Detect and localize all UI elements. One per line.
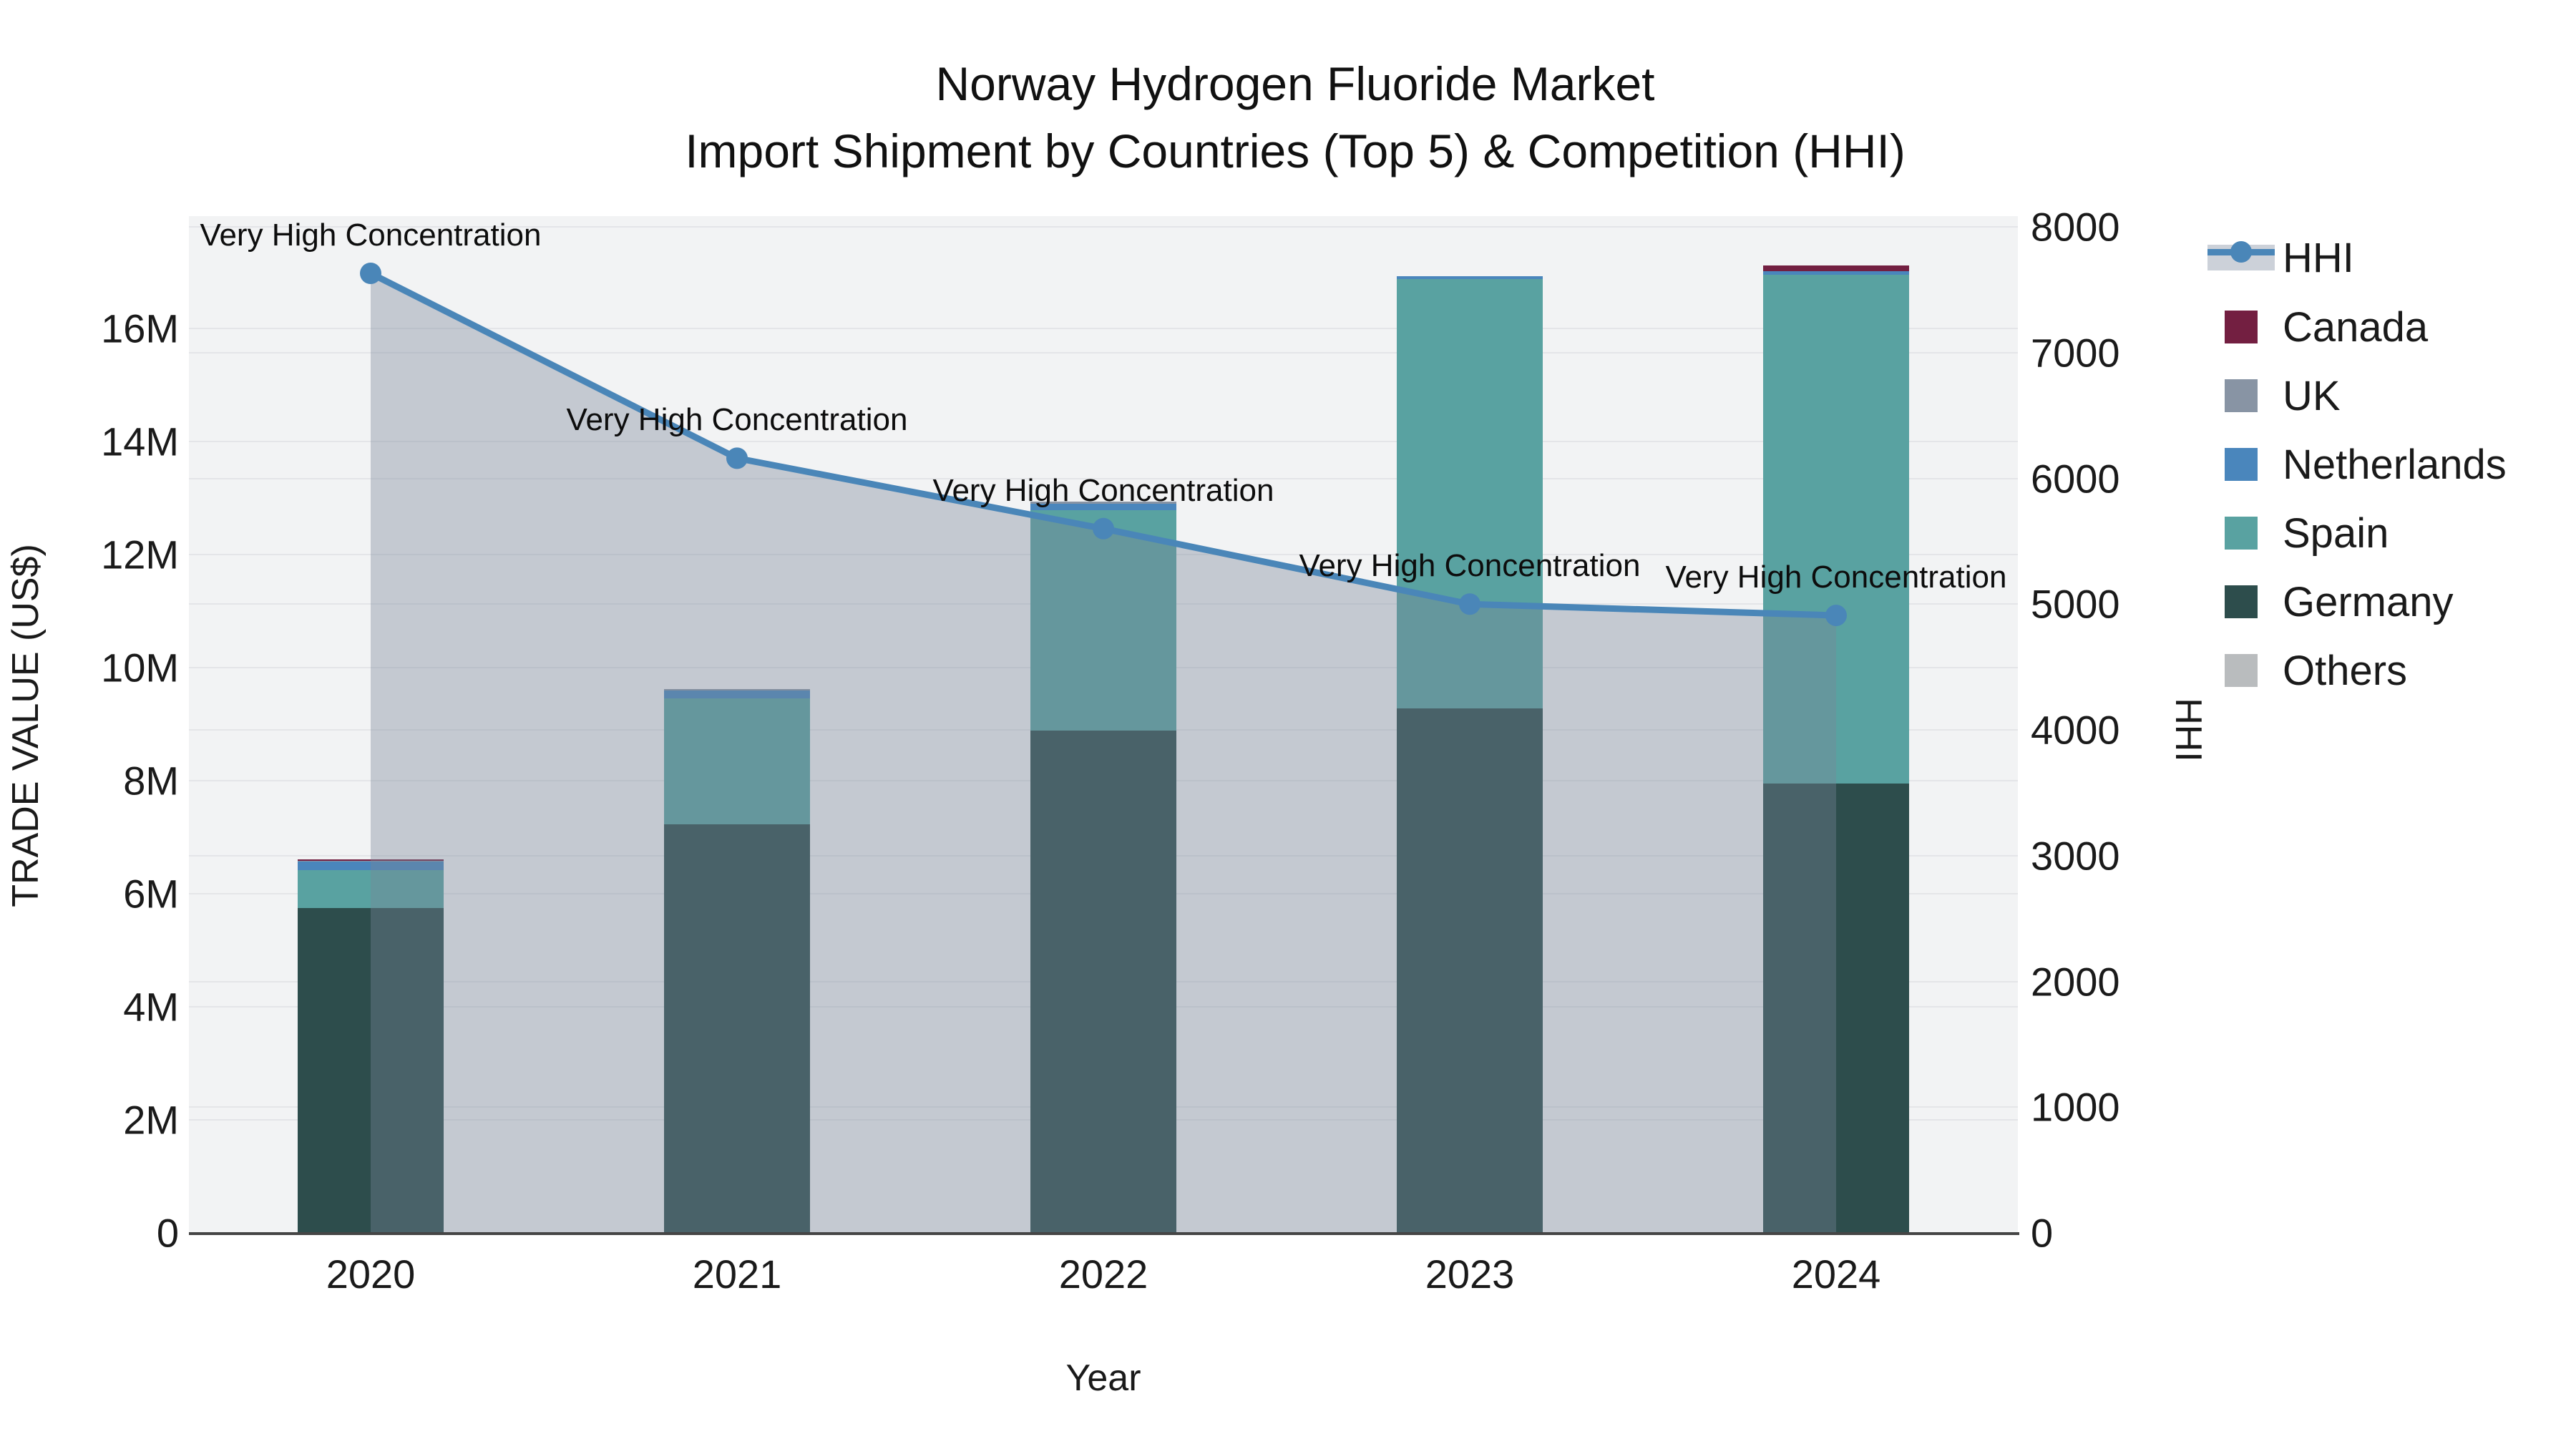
bar-segment-2024-canada (1763, 265, 1909, 272)
bar-segment-2023-germany (1397, 708, 1543, 1233)
legend-item-hhi: HHI (2205, 234, 2354, 281)
legend-swatch-uk (2225, 379, 2258, 412)
y-right-tick-5000: 5000 (2031, 581, 2120, 627)
hhi-area-fill (371, 273, 1836, 1233)
legend-swatch-others (2225, 654, 2258, 687)
annotation-2021: Very High Concentration (566, 402, 908, 438)
bar-segment-2020-canada (298, 859, 444, 862)
legend-label-germany: Germany (2283, 578, 2454, 625)
legend-hhi-line-icon (2207, 241, 2275, 270)
legend-hhi-marker-dot (2230, 241, 2252, 263)
y-right-tick-4000: 4000 (2031, 707, 2120, 753)
bar-segment-2021-netherlands (664, 690, 810, 698)
bar-segment-2024-spain (1763, 274, 1909, 784)
legend-item-spain: Spain (2205, 509, 2389, 557)
y-left-tick-2M: 2M (123, 1097, 179, 1143)
gridline-right-8000 (189, 226, 2018, 228)
y-axis-title-left: TRADE VALUE (US$) (5, 544, 47, 907)
y-left-tick-0: 0 (156, 1210, 179, 1256)
bar-segment-2024-germany (1763, 783, 1909, 1233)
gridline-left-14M (189, 441, 2018, 442)
legend-icon-cell-uk (2205, 379, 2277, 412)
y-right-tick-2000: 2000 (2031, 959, 2120, 1004)
bar-segment-2020-uk (298, 861, 444, 862)
chart-title: Norway Hydrogen Fluoride Market Import S… (7, 50, 2576, 185)
bar-segment-2020-netherlands (298, 861, 444, 870)
y-left-tick-4M: 4M (123, 984, 179, 1030)
y-right-tick-3000: 3000 (2031, 833, 2120, 879)
legend-icon-cell-spain (2205, 517, 2277, 550)
bar-segment-2022-netherlands (1030, 503, 1176, 510)
bar-segment-2022-germany (1030, 730, 1176, 1233)
bar-segment-2021-uk (664, 688, 810, 691)
hhi-marker-2024 (1825, 605, 1847, 627)
bar-segment-2022-spain (1030, 509, 1176, 731)
y-left-tick-16M: 16M (101, 306, 179, 351)
hhi-marker-2021 (726, 447, 748, 469)
legend-icon-cell-hhi (2205, 241, 2277, 270)
gridline-left-16M (189, 328, 2018, 329)
legend-swatch-netherlands (2225, 448, 2258, 481)
x-axis-line (189, 1232, 2019, 1235)
hhi-layer (360, 263, 1847, 1233)
hhi-marker-2023 (1459, 593, 1480, 615)
annotation-2024: Very High Concentration (1665, 560, 2007, 595)
gridline-right-7000 (189, 351, 2018, 353)
legend-swatch-canada (2225, 311, 2258, 343)
bar-segment-2021-germany (664, 824, 810, 1233)
legend-icon-cell-canada (2205, 311, 2277, 343)
bar-segment-2022-uk (1030, 501, 1176, 504)
annotation-2023: Very High Concentration (1299, 548, 1641, 584)
y-left-tick-10M: 10M (101, 645, 179, 691)
y-right-tick-7000: 7000 (2031, 330, 2120, 376)
annotation-2022: Very High Concentration (932, 472, 1274, 508)
legend-icon-cell-netherlands (2205, 448, 2277, 481)
chart-title-line2: Import Shipment by Countries (Top 5) & C… (685, 125, 1906, 177)
legend-label-canada: Canada (2283, 303, 2429, 351)
y-left-tick-6M: 6M (123, 871, 179, 917)
x-tick-2020: 2020 (326, 1252, 416, 1297)
legend-item-uk: UK (2205, 372, 2341, 419)
legend-label-uk: UK (2283, 372, 2341, 419)
legend-item-others: Others (2205, 647, 2408, 694)
annotation-2020: Very High Concentration (200, 218, 542, 253)
legend-icon-cell-others (2205, 654, 2277, 687)
gridline-right-6000 (189, 477, 2018, 479)
hhi-marker-2020 (360, 263, 381, 285)
y-right-tick-1000: 1000 (2031, 1084, 2120, 1130)
y-left-tick-12M: 12M (101, 532, 179, 577)
legend-item-canada: Canada (2205, 303, 2429, 351)
bar-segment-2024-netherlands (1763, 271, 1909, 275)
hhi-marker-2022 (1093, 517, 1114, 540)
y-right-tick-8000: 8000 (2031, 204, 2120, 250)
legend-label-hhi: HHI (2283, 234, 2354, 281)
y-left-tick-14M: 14M (101, 419, 179, 464)
legend-swatch-germany (2225, 585, 2258, 618)
bar-segment-2021-spain (664, 698, 810, 824)
y-left-tick-8M: 8M (123, 758, 179, 804)
legend-item-netherlands: Netherlands (2205, 441, 2507, 488)
x-tick-2024: 2024 (1791, 1252, 1881, 1297)
x-tick-2022: 2022 (1058, 1252, 1148, 1297)
legend-label-spain: Spain (2283, 509, 2389, 557)
chart-title-line1: Norway Hydrogen Fluoride Market (935, 57, 1655, 110)
bar-segment-2020-spain (298, 869, 444, 908)
x-axis-title: Year (1065, 1357, 1141, 1399)
y-right-tick-6000: 6000 (2031, 456, 2120, 501)
legend-label-netherlands: Netherlands (2283, 441, 2507, 488)
y-axis-title-right: HHI (2167, 698, 2209, 762)
legend-item-germany: Germany (2205, 578, 2454, 625)
legend-label-others: Others (2283, 647, 2408, 694)
bar-segment-2023-netherlands (1397, 276, 1543, 280)
bar-segment-2023-spain (1397, 279, 1543, 708)
bar-segment-2020-germany (298, 907, 444, 1233)
x-tick-2023: 2023 (1425, 1252, 1515, 1297)
y-right-tick-0: 0 (2031, 1210, 2054, 1256)
legend-swatch-spain (2225, 517, 2258, 550)
x-tick-2021: 2021 (692, 1252, 782, 1297)
legend-icon-cell-germany (2205, 585, 2277, 618)
